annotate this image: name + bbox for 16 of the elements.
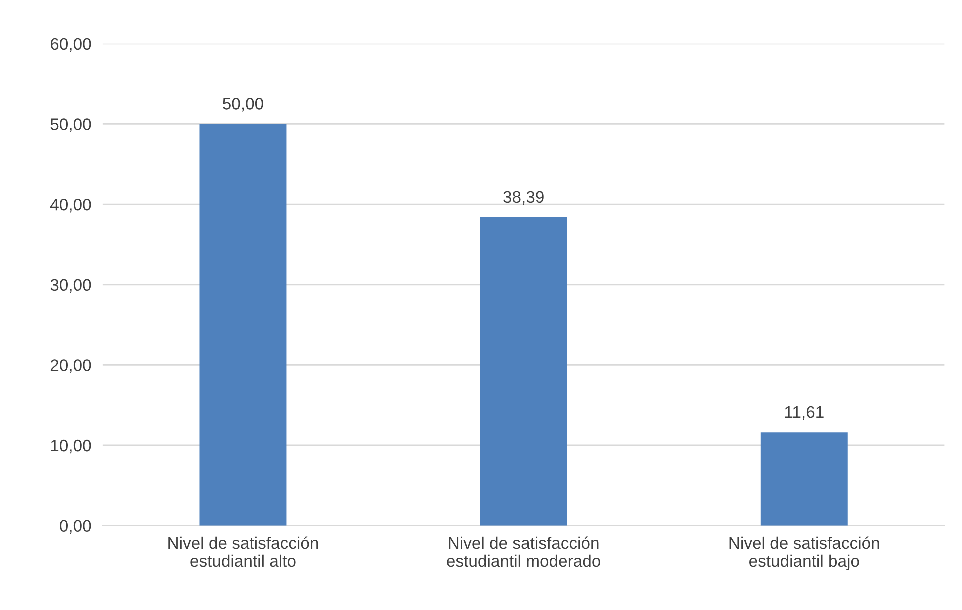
x-tick-label: Nivel de satisfacción estudiantil moderado [447,536,600,568]
bar [480,217,568,526]
y-tick-label: 40,00 [50,198,92,213]
y-tick-label: 30,00 [50,279,92,294]
y-tick-label: 0,00 [60,520,92,534]
bar [760,432,848,526]
y-tick-label: 20,00 [50,360,92,374]
y-tick-label: 60,00 [50,38,92,52]
y-tick-label: 10,00 [51,440,92,454]
data-label: 38,39 [504,191,544,206]
y-tick-label: 50,00 [50,118,92,132]
data-label: 11,61 [785,406,824,420]
bar [200,124,287,526]
data-label: 50,00 [223,98,264,112]
x-tick-label: Nivel de satisfacción estudiantil alto [168,536,318,568]
x-tick-label: Nivel de satisfacción estudiantil bajo [730,536,880,570]
